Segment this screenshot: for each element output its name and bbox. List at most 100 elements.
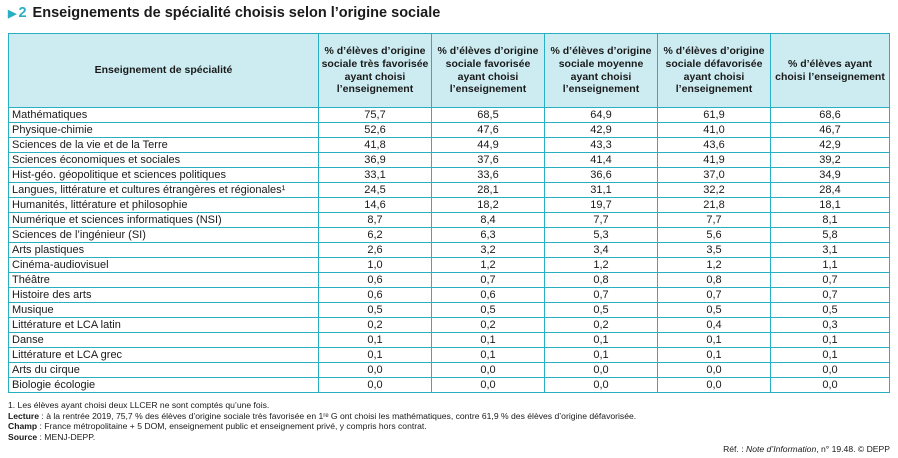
- footnote-lecture: Lecture : à la rentrée 2019, 75,7 % des …: [8, 411, 636, 422]
- row-label: Arts du cirque: [8, 362, 319, 378]
- table-row: Théâtre 0,6 0,7 0,8 0,8 0,7: [8, 272, 890, 288]
- source-label: Source: [8, 431, 38, 442]
- table-cell: 0,7: [770, 287, 890, 303]
- figure-title: ▶ 2 Enseignements de spécialité choisis se…: [8, 5, 440, 25]
- table-cell: 41,9: [657, 152, 771, 168]
- table-cell: 0,5: [431, 302, 545, 318]
- table-cell: 24,5: [318, 182, 432, 198]
- table-cell: 1,2: [657, 257, 771, 273]
- table-cell: 34,9: [770, 167, 890, 183]
- table-row: Hist-géo. géopolitique et sciences polit…: [8, 167, 890, 183]
- table-cell: 0,1: [544, 332, 658, 348]
- table-cell: 21,8: [657, 197, 771, 213]
- table-cell: 0,2: [318, 317, 432, 333]
- table-cell: 14,6: [318, 197, 432, 213]
- table-cell: 0,1: [431, 332, 545, 348]
- table-cell: 42,9: [544, 122, 658, 138]
- row-label: Littérature et LCA grec: [8, 347, 319, 363]
- reference-italic: Note d’Information: [746, 444, 817, 454]
- table-cell: 0,1: [657, 332, 771, 348]
- column-header-label: Enseignement de spécialité: [8, 33, 319, 108]
- reference: Réf. : Note d’Information, n° 19.48. © D…: [723, 444, 890, 454]
- table-cell: 3,5: [657, 242, 771, 258]
- data-table: Enseignement de spécialité % d’élèves d’o…: [8, 33, 890, 393]
- table-cell: 42,9: [770, 137, 890, 153]
- row-label: Sciences de l’ingénieur (SI): [8, 227, 319, 243]
- table-cell: 0,2: [544, 317, 658, 333]
- table-cell: 5,8: [770, 227, 890, 243]
- table-cell: 1,1: [770, 257, 890, 273]
- row-label: Arts plastiques: [8, 242, 319, 258]
- table-cell: 43,6: [657, 137, 771, 153]
- table-cell: 5,3: [544, 227, 658, 243]
- row-label: Mathématiques: [8, 107, 319, 123]
- table-cell: 0,8: [657, 272, 771, 288]
- table-cell: 19,7: [544, 197, 658, 213]
- table-cell: 0,0: [544, 377, 658, 393]
- table-cell: 44,9: [431, 137, 545, 153]
- table-cell: 1,0: [318, 257, 432, 273]
- table-cell: 33,6: [431, 167, 545, 183]
- triangle-arrow-icon: ▶: [8, 8, 17, 20]
- table-cell: 41,4: [544, 152, 658, 168]
- table-cell: 37,0: [657, 167, 771, 183]
- row-label: Histoire des arts: [8, 287, 319, 303]
- table-row: Littérature et LCA latin 0,2 0,2 0,2 0,4 0,3: [8, 317, 890, 333]
- table-cell: 0,1: [431, 347, 545, 363]
- table-cell: 0,0: [544, 362, 658, 378]
- table-cell: 0,1: [318, 332, 432, 348]
- table-cell: 0,0: [431, 362, 545, 378]
- row-label: Langues, littérature et cultures étrangè…: [8, 182, 319, 198]
- table-cell: 0,6: [318, 287, 432, 303]
- reference-prefix: Réf. :: [723, 444, 746, 454]
- table-cell: 0,5: [318, 302, 432, 318]
- table-cell: 0,0: [318, 377, 432, 393]
- table-cell: 7,7: [544, 212, 658, 228]
- table-cell: 68,6: [770, 107, 890, 123]
- table-cell: 8,4: [431, 212, 545, 228]
- row-label: Théâtre: [8, 272, 319, 288]
- table-row: Arts du cirque 0,0 0,0 0,0 0,0 0,0: [8, 362, 890, 378]
- table-cell: 37,6: [431, 152, 545, 168]
- champ-text: : France métropolitaine + 5 DOM, enseign…: [37, 421, 427, 432]
- table-cell: 32,2: [657, 182, 771, 198]
- source-text: : MENJ-DEPP.: [37, 431, 96, 442]
- table-cell: 6,3: [431, 227, 545, 243]
- table-cell: 0,0: [770, 362, 890, 378]
- table-row: Sciences économiques et sociales 36,9 37,6…: [8, 152, 890, 168]
- table-row: Arts plastiques 2,6 3,2 3,4 3,5 3,1: [8, 242, 890, 258]
- table-cell: 18,1: [770, 197, 890, 213]
- table-cell: 47,6: [431, 122, 545, 138]
- table-cell: 28,4: [770, 182, 890, 198]
- table-cell: 0,0: [770, 377, 890, 393]
- table-cell: 6,2: [318, 227, 432, 243]
- table-cell: 0,5: [657, 302, 771, 318]
- table-row: Histoire des arts 0,6 0,6 0,7 0,7 0,7: [8, 287, 890, 303]
- table-cell: 0,6: [318, 272, 432, 288]
- lecture-label: Lecture: [8, 410, 40, 421]
- table-body: Mathématiques 75,7 68,5 64,9 61,9 68,6 Physiqu…: [8, 107, 890, 393]
- table-cell: 0,7: [431, 272, 545, 288]
- row-label: Musique: [8, 302, 319, 318]
- table-cell: 41,0: [657, 122, 771, 138]
- table-cell: 7,7: [657, 212, 771, 228]
- row-label: Hist-géo. géopolitique et sciences polit…: [8, 167, 319, 183]
- champ-label: Champ: [8, 421, 38, 432]
- table-row: Physique-chimie 52,6 47,6 42,9 41,0 46,7: [8, 122, 890, 138]
- table-cell: 0,1: [318, 347, 432, 363]
- table-cell: 0,1: [770, 347, 890, 363]
- figure-number: 2: [18, 5, 27, 21]
- column-header-2: % d’élèves d’origine sociale favorisée a…: [431, 33, 545, 108]
- row-label: Cinéma-audiovisuel: [8, 257, 319, 273]
- row-label: Danse: [8, 332, 319, 348]
- figure-title-text: Enseignements de spécialité choisis selo…: [32, 5, 441, 21]
- table-cell: 0,5: [770, 302, 890, 318]
- table-cell: 5,6: [657, 227, 771, 243]
- table-row: Cinéma-audiovisuel 1,0 1,2 1,2 1,2 1,1: [8, 257, 890, 273]
- table-cell: 36,9: [318, 152, 432, 168]
- table-cell: 1,2: [431, 257, 545, 273]
- table-cell: 43,3: [544, 137, 658, 153]
- table-cell: 2,6: [318, 242, 432, 258]
- row-label: Physique-chimie: [8, 122, 319, 138]
